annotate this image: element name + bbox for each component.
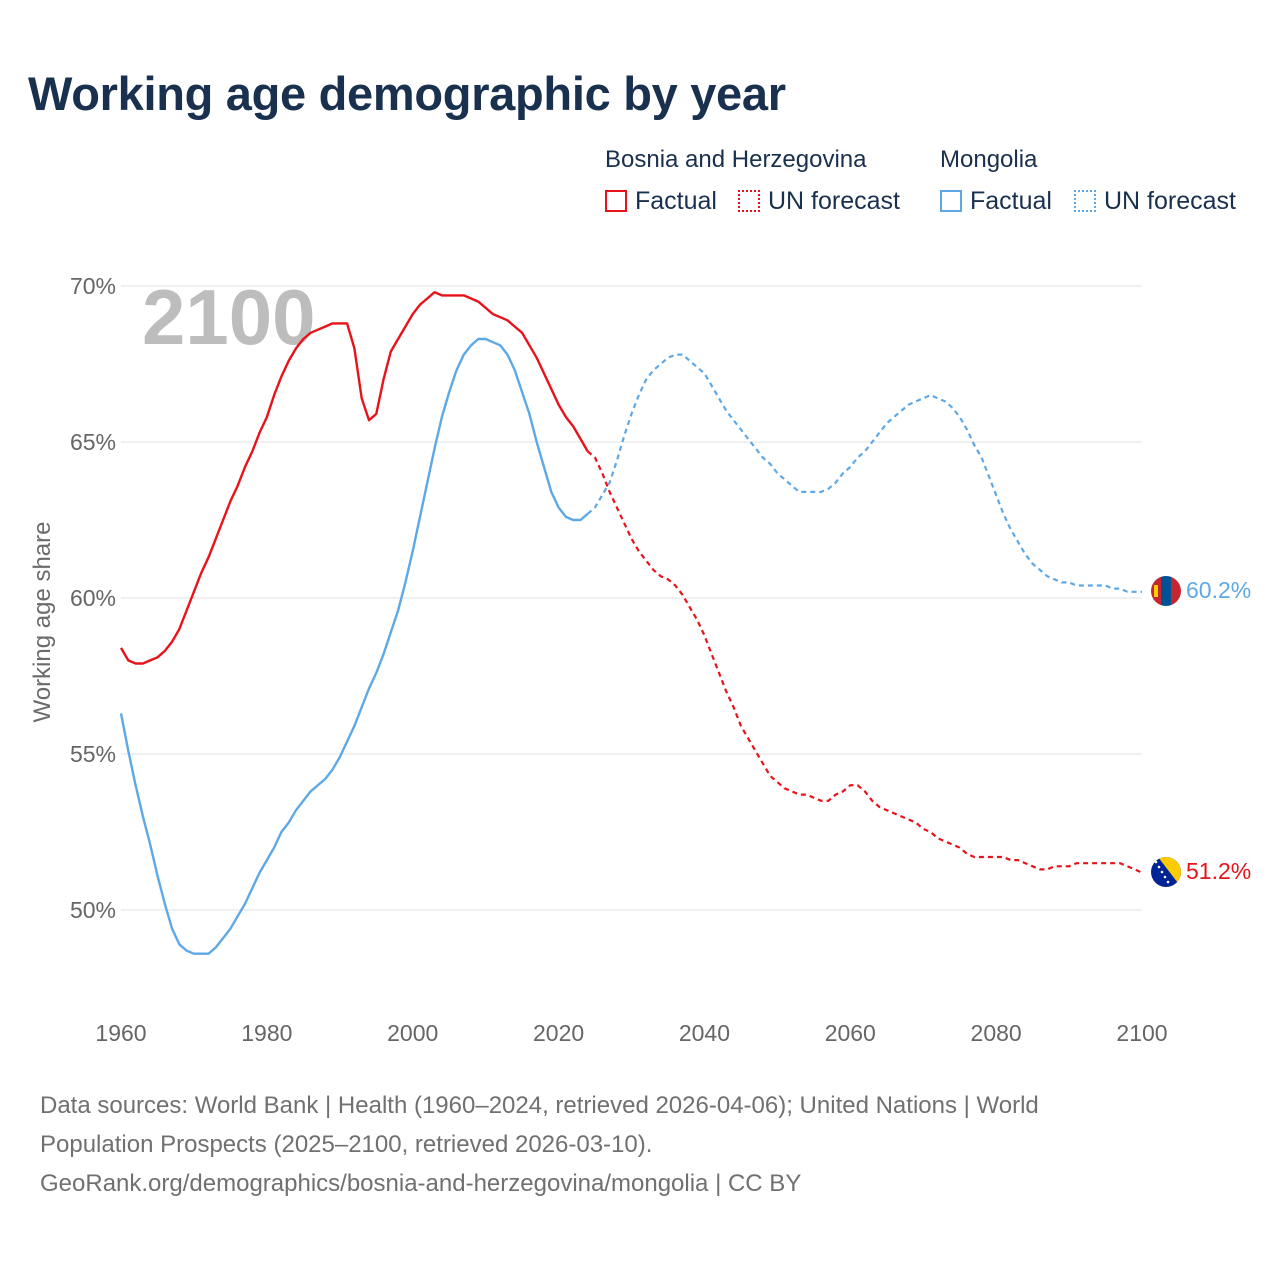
year-watermark: 2100 xyxy=(142,273,316,361)
legend-swatch-solid-red xyxy=(605,190,627,212)
x-tick-label: 2080 xyxy=(971,1020,1022,1046)
x-tick-label: 2020 xyxy=(533,1020,584,1046)
mongolia-factual-line xyxy=(119,337,589,955)
y-axis-ticks: 50% 55% 60% 65% 70% xyxy=(70,273,116,923)
legend-item-bosnia-forecast[interactable]: UN forecast xyxy=(738,186,900,216)
legend-label: Factual xyxy=(970,186,1052,215)
x-tick-label: 1980 xyxy=(241,1020,292,1046)
legend-swatch-dotted-blue xyxy=(1074,190,1096,212)
chart-title: Working age demographic by year xyxy=(28,67,786,120)
x-axis-ticks: 1960 1980 2000 2020 2040 2060 2080 2100 xyxy=(95,1020,1167,1046)
legend-swatch-dotted-red xyxy=(738,190,760,212)
y-tick-label: 65% xyxy=(70,429,116,455)
footer-line-2: Population Prospects (2025–2100, retriev… xyxy=(40,1131,653,1158)
legend-item-mongolia-forecast[interactable]: UN forecast xyxy=(1074,186,1236,216)
x-tick-label: 2100 xyxy=(1116,1020,1167,1046)
y-tick-label: 50% xyxy=(70,897,116,923)
gridlines xyxy=(121,285,1142,911)
legend-group-bosnia: Bosnia and Herzegovina xyxy=(605,146,867,173)
y-axis-label: Working age share xyxy=(29,522,56,723)
legend-label: UN forecast xyxy=(768,186,900,215)
bosnia-and-herzegovina-factual-line xyxy=(119,291,589,665)
y-tick-label: 55% xyxy=(70,741,116,767)
legend-item-mongolia-factual[interactable]: Factual xyxy=(940,186,1052,216)
footer-line-3[interactable]: GeoRank.org/demographics/bosnia-and-herz… xyxy=(40,1170,802,1197)
legend-group-mongolia: Mongolia xyxy=(940,146,1038,173)
x-tick-label: 2060 xyxy=(825,1020,876,1046)
x-tick-label: 2040 xyxy=(679,1020,730,1046)
mongolia-forecast-line xyxy=(586,353,1142,593)
end-label-bosnia: 51.2% xyxy=(1186,858,1251,884)
legend-item-bosnia-factual[interactable]: Factual xyxy=(605,186,717,216)
legend-label: UN forecast xyxy=(1104,186,1236,215)
bosnia-flag-icon xyxy=(1151,857,1181,887)
mongolia-flag-icon xyxy=(1151,576,1181,606)
line-chart: 50% 55% 60% 65% 70% 1960 1980 2000 2020 2040 2060… xyxy=(29,273,1251,1046)
data-sources-footer: Data sources: World Bank | Health (1960–… xyxy=(40,1086,1240,1203)
end-label-mongolia: 60.2% xyxy=(1186,577,1251,603)
y-tick-label: 60% xyxy=(70,585,116,611)
x-tick-label: 2000 xyxy=(387,1020,438,1046)
series-lines xyxy=(119,291,1143,955)
legend-label: Factual xyxy=(635,186,717,215)
footer-line-1: Data sources: World Bank | Health (1960–… xyxy=(40,1092,1039,1119)
y-tick-label: 70% xyxy=(70,273,116,299)
bosnia-and-herzegovina-forecast-line xyxy=(586,450,1143,874)
legend-swatch-solid-blue xyxy=(940,190,962,212)
x-tick-label: 1960 xyxy=(95,1020,146,1046)
